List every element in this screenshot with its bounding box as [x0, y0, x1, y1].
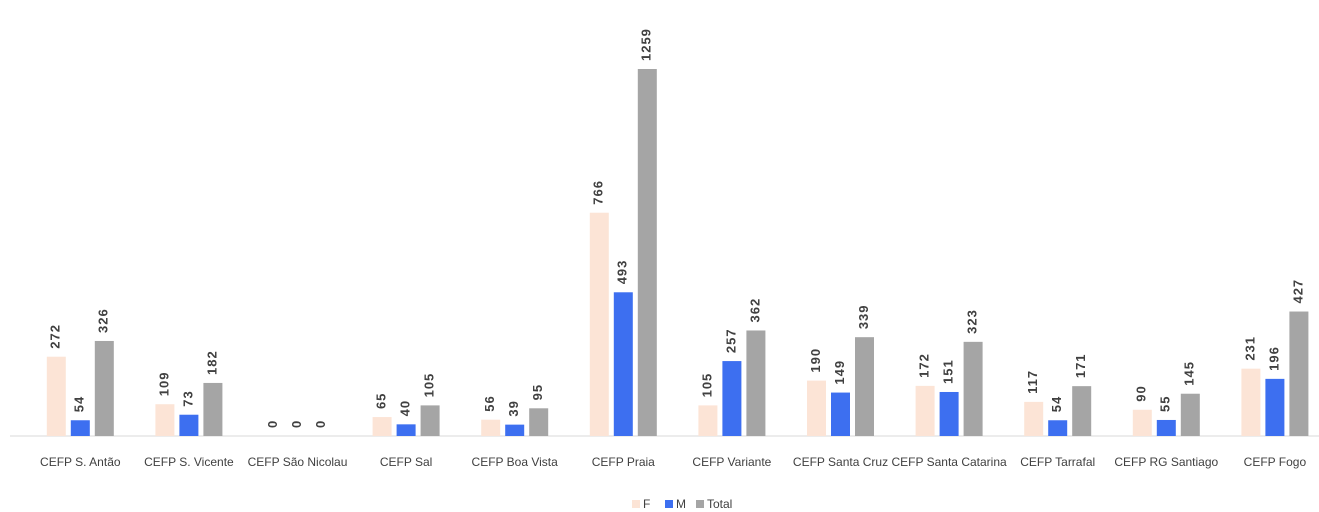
data-label: 90	[1134, 385, 1149, 401]
data-label: 257	[723, 328, 738, 353]
data-label: 56	[482, 395, 497, 411]
bar	[1024, 401, 1044, 436]
bar	[529, 408, 549, 436]
legend-swatch	[696, 500, 704, 508]
bar	[831, 392, 850, 436]
data-label: 40	[398, 400, 413, 416]
bar	[807, 380, 826, 436]
x-tick-label: CEFP Tarrafal	[1020, 455, 1095, 469]
data-label: 231	[1242, 336, 1257, 361]
data-label: 109	[156, 372, 171, 397]
x-tick-label: CEFP Fogo	[1244, 455, 1307, 469]
data-label: 0	[265, 420, 280, 428]
data-label: 151	[941, 359, 956, 384]
x-tick-label: CEFP Santa Catarina	[892, 455, 1007, 469]
x-tick-label: CEFP Santa Cruz	[793, 455, 888, 469]
bar	[70, 420, 90, 436]
data-label: 326	[96, 308, 111, 333]
bar	[420, 405, 440, 436]
data-label: 272	[48, 324, 63, 349]
bar	[94, 340, 114, 436]
data-label: 171	[1073, 353, 1088, 378]
legend-label: F	[643, 497, 650, 511]
data-label: 54	[1049, 396, 1064, 412]
bar	[613, 292, 633, 436]
bar	[372, 417, 392, 436]
bar	[179, 414, 199, 436]
bar	[637, 69, 657, 436]
bar	[698, 405, 718, 436]
data-label: 95	[530, 384, 545, 400]
x-tick-label: CEFP Boa Vista	[472, 455, 559, 469]
data-label: 149	[832, 360, 847, 385]
data-label: 105	[699, 373, 714, 398]
data-label: 339	[856, 304, 871, 329]
legend-swatch	[632, 500, 640, 508]
bar	[939, 391, 959, 436]
data-label: 493	[615, 260, 630, 285]
data-label: 0	[313, 420, 328, 428]
data-label: 196	[1266, 346, 1281, 371]
legend-swatch	[665, 500, 673, 508]
x-tick-label: CEFP RG Santiago	[1114, 455, 1218, 469]
x-tick-label: CEFP São Nicolau	[248, 455, 348, 469]
data-label: 172	[917, 353, 932, 378]
bar	[1048, 420, 1068, 436]
data-label: 105	[422, 373, 437, 398]
x-tick-label: CEFP Praia	[592, 455, 655, 469]
data-label: 362	[747, 298, 762, 323]
bar	[505, 424, 525, 436]
legend-label: M	[676, 497, 686, 511]
x-tick-label: CEFP S. Antão	[40, 455, 121, 469]
x-tick-label: CEFP Variante	[692, 455, 771, 469]
legend-label: Total	[707, 497, 732, 511]
data-label: 55	[1158, 395, 1173, 411]
bar	[1132, 409, 1152, 436]
bar	[589, 212, 609, 436]
bar	[963, 341, 983, 436]
data-label: 190	[808, 348, 823, 373]
bar	[46, 356, 66, 436]
x-tick-label: CEFP S. Vicente	[144, 455, 234, 469]
bar	[915, 385, 935, 436]
data-label: 117	[1025, 370, 1040, 394]
data-label: 323	[965, 309, 980, 334]
bar	[722, 361, 742, 436]
data-label: 73	[180, 390, 195, 406]
bar	[1156, 419, 1176, 436]
bar	[1180, 393, 1200, 436]
bar	[396, 424, 416, 436]
data-label: 39	[506, 400, 521, 416]
bar	[1289, 311, 1309, 436]
data-label: 182	[204, 350, 219, 375]
data-label: 54	[72, 396, 87, 412]
data-label: 145	[1182, 361, 1197, 386]
bar	[155, 404, 175, 436]
bar	[855, 337, 874, 436]
data-label: 1259	[639, 28, 654, 61]
x-tick-label: CEFP Sal	[380, 455, 432, 469]
data-label: 65	[374, 393, 389, 409]
bar	[203, 382, 223, 436]
bar	[481, 419, 501, 436]
bar	[1241, 368, 1261, 436]
data-label: 427	[1290, 279, 1305, 304]
data-label: 0	[289, 420, 304, 428]
bar	[746, 330, 766, 436]
bar	[1072, 386, 1092, 436]
data-label: 766	[591, 180, 606, 205]
bar	[1265, 378, 1285, 436]
